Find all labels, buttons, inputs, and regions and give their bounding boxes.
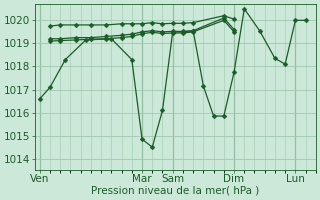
X-axis label: Pression niveau de la mer( hPa ): Pression niveau de la mer( hPa ) [91,186,260,196]
